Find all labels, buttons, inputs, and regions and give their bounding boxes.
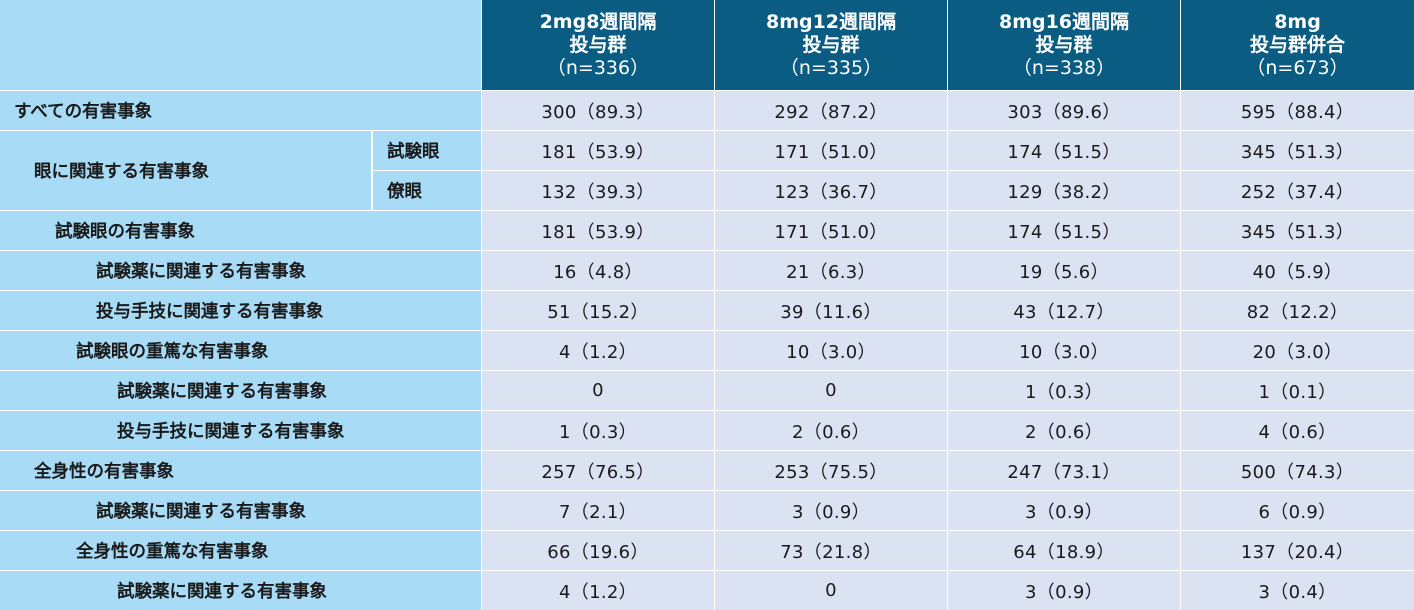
column-header-title: 8mg12週間隔 [765, 10, 897, 33]
column-header-subtitle: 投与群 [569, 33, 627, 56]
value-cell: 2（0.6） [715, 411, 948, 451]
value-cell: 247（73.1） [948, 451, 1181, 491]
table-row: 全身性の有害事象 257（76.5） 253（75.5） 247（73.1） 5… [0, 451, 1414, 491]
value-cell: 43（12.7） [948, 291, 1181, 331]
value-cell: 0 [715, 571, 948, 610]
value-cell: 73（21.8） [715, 531, 948, 571]
table-row: 眼に関連する有害事象 試験眼 181（53.9） 171（51.0） 174（5… [0, 131, 1414, 211]
value-cell: 21（6.3） [715, 251, 948, 291]
value-cell: 20（3.0） [1181, 331, 1414, 371]
value-cell: 4（1.2） [482, 331, 715, 371]
value-cell: 40（5.9） [1181, 251, 1414, 291]
value-cell: 252（37.4） [1181, 171, 1414, 211]
table-row: 試験薬に関連する有害事象 16（4.8） 21（6.3） 19（5.6） 40（… [0, 251, 1414, 291]
value-cell: 7（2.1） [482, 491, 715, 531]
value-cell: 129（38.2） [948, 171, 1181, 211]
value-cell: 66（19.6） [482, 531, 715, 571]
value-cell: 10（3.0） [948, 331, 1181, 371]
value-cell: 292（87.2） [715, 91, 948, 131]
value-cell: 3（0.9） [715, 491, 948, 531]
value-cell: 171（51.0） [715, 211, 948, 251]
value-cell: 1（0.1） [1181, 371, 1414, 411]
row-label: 試験眼の重篤な有害事象 [0, 331, 482, 371]
value-cell: 137（20.4） [1181, 531, 1414, 571]
value-cell: 16（4.8） [482, 251, 715, 291]
value-cell: 181（53.9） [482, 131, 715, 171]
row-label: 試験薬に関連する有害事象 [0, 251, 482, 291]
value-cell: 0 [715, 371, 948, 411]
column-header-8mg-pooled: 8mg 投与群併合 （n=673） [1181, 0, 1414, 91]
value-cell: 257（76.5） [482, 451, 715, 491]
column-header-count: （n=336） [546, 56, 650, 79]
value-cell: 345（51.3） [1181, 211, 1414, 251]
table-row: 試験眼の重篤な有害事象 4（1.2） 10（3.0） 10（3.0） 20（3.… [0, 331, 1414, 371]
value-cell: 1（0.3） [482, 411, 715, 451]
value-cell: 345（51.3） [1181, 131, 1414, 171]
column-header-title: 8mg [1274, 10, 1321, 33]
value-cell: 82（12.2） [1181, 291, 1414, 331]
column-header-count: （n=338） [1012, 56, 1116, 79]
row-label: すべての有害事象 [0, 91, 482, 131]
table-row: 全身性の重篤な有害事象 66（19.6） 73（21.8） 64（18.9） 1… [0, 531, 1414, 571]
header-row: 2mg8週間隔 投与群 （n=336） 8mg12週間隔 投与群 （n=335）… [0, 0, 1414, 91]
value-cell: 10（3.0） [715, 331, 948, 371]
value-cell: 171（51.0） [715, 131, 948, 171]
column-header-subtitle: 投与群併合 [1249, 33, 1345, 56]
value-cell: 1（0.3） [948, 371, 1181, 411]
value-cell: 300（89.3） [482, 91, 715, 131]
value-cell: 64（18.9） [948, 531, 1181, 571]
value-cell: 39（11.6） [715, 291, 948, 331]
row-label: 投与手技に関連する有害事象 [0, 411, 482, 451]
column-header-subtitle: 投与群 [1035, 33, 1093, 56]
value-cell: 181（53.9） [482, 211, 715, 251]
header-corner-cell [0, 0, 482, 91]
table-row: 試験眼の有害事象 181（53.9） 171（51.0） 174（51.5） 3… [0, 211, 1414, 251]
value-cell: 2（0.6） [948, 411, 1181, 451]
column-header-subtitle: 投与群 [802, 33, 860, 56]
value-cell: 123（36.7） [715, 171, 948, 211]
row-label: 全身性の有害事象 [0, 451, 482, 491]
value-cell: 174（51.5） [948, 211, 1181, 251]
row-label: 試験眼の有害事象 [0, 211, 482, 251]
value-cell: 19（5.6） [948, 251, 1181, 291]
column-header-title: 2mg8週間隔 [539, 10, 657, 33]
value-cell: 253（75.5） [715, 451, 948, 491]
column-header-count: （n=673） [1246, 56, 1349, 79]
column-header-title: 8mg16週間隔 [998, 10, 1130, 33]
row-label: 投与手技に関連する有害事象 [0, 291, 482, 331]
value-cell: 4（0.6） [1181, 411, 1414, 451]
value-cell: 132（39.3） [482, 171, 715, 211]
value-cell: 6（0.9） [1181, 491, 1414, 531]
table-row: 投与手技に関連する有害事象 51（15.2） 39（11.6） 43（12.7）… [0, 291, 1414, 331]
column-header-count: （n=335） [779, 56, 883, 79]
row-label: 試験薬に関連する有害事象 [0, 371, 482, 411]
value-cell: 595（88.4） [1181, 91, 1414, 131]
value-cell: 303（89.6） [948, 91, 1181, 131]
value-cell: 3（0.9） [948, 491, 1181, 531]
value-cell: 3（0.9） [948, 571, 1181, 610]
value-cell: 3（0.4） [1181, 571, 1414, 610]
value-cell: 51（15.2） [482, 291, 715, 331]
table-row: 僚眼 132（39.3） 123（36.7） 129（38.2） 252（37.… [0, 171, 1414, 211]
row-label: 試験薬に関連する有害事象 [0, 571, 482, 610]
value-cell: 500（74.3） [1181, 451, 1414, 491]
table-row: 試験薬に関連する有害事象 7（2.1） 3（0.9） 3（0.9） 6（0.9） [0, 491, 1414, 531]
row-sublabel: 試験眼 [372, 131, 482, 171]
column-header-8mg-q12w: 8mg12週間隔 投与群 （n=335） [715, 0, 948, 91]
table-row: 投与手技に関連する有害事象 1（0.3） 2（0.6） 2（0.6） 4（0.6… [0, 411, 1414, 451]
row-sublabel: 僚眼 [372, 171, 482, 211]
row-label: 全身性の重篤な有害事象 [0, 531, 482, 571]
table-row: 試験薬に関連する有害事象 0 0 1（0.3） 1（0.1） [0, 371, 1414, 411]
row-label: 眼に関連する有害事象 [0, 131, 372, 211]
value-cell: 0 [482, 371, 715, 411]
column-header-2mg-q8w: 2mg8週間隔 投与群 （n=336） [482, 0, 715, 91]
column-header-8mg-q16w: 8mg16週間隔 投与群 （n=338） [948, 0, 1181, 91]
table-row: 試験薬に関連する有害事象 4（1.2） 0 3（0.9） 3（0.4） [0, 571, 1414, 610]
row-label: 試験薬に関連する有害事象 [0, 491, 482, 531]
table-row: すべての有害事象 300（89.3） 292（87.2） 303（89.6） 5… [0, 91, 1414, 131]
value-cell: 174（51.5） [948, 131, 1181, 171]
value-cell: 4（1.2） [482, 571, 715, 610]
